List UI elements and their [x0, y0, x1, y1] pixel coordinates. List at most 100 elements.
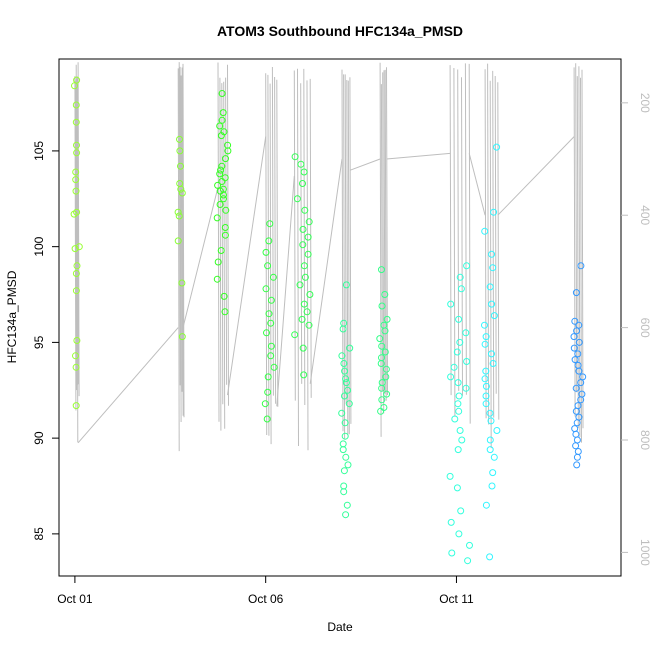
- data-point: [269, 273, 277, 281]
- data-point: [293, 195, 301, 203]
- data-point: [341, 432, 349, 440]
- data-point: [263, 415, 271, 423]
- data-point: [344, 386, 352, 394]
- data-point: [218, 90, 226, 97]
- data-point: [487, 417, 495, 425]
- data-point: [339, 325, 347, 333]
- y2-tick-label: 1000: [638, 539, 650, 566]
- data-point: [222, 206, 230, 214]
- data-point: [454, 379, 462, 387]
- data-point: [72, 352, 79, 360]
- data-point: [462, 384, 470, 392]
- data-point: [488, 350, 495, 358]
- data-point: [346, 344, 354, 352]
- data-point: [217, 166, 225, 174]
- data-point: [481, 375, 489, 383]
- data-point: [486, 553, 494, 561]
- y2-tick-label: 800: [638, 430, 650, 450]
- data-point: [267, 352, 275, 360]
- data-point: [297, 160, 305, 168]
- data-point: [261, 400, 269, 408]
- data-point: [450, 363, 458, 371]
- data-point: [570, 344, 578, 352]
- data-point: [305, 218, 313, 226]
- data-point: [454, 446, 462, 454]
- data-point: [72, 176, 80, 184]
- x-tick-label: Oct 06: [248, 592, 284, 606]
- data-point: [341, 392, 348, 400]
- data-point: [462, 329, 470, 337]
- data-point: [456, 273, 464, 281]
- data-point: [339, 446, 347, 454]
- data-point: [72, 118, 80, 126]
- data-point: [482, 400, 490, 408]
- pressure-profiles: [74, 62, 584, 452]
- data-point: [174, 208, 182, 216]
- data-point: [224, 147, 232, 155]
- data-point: [72, 402, 80, 410]
- data-point: [220, 191, 227, 199]
- data-point: [220, 195, 227, 203]
- data-point: [342, 511, 350, 519]
- data-point: [306, 291, 314, 298]
- data-point: [378, 302, 386, 310]
- data-point: [174, 237, 182, 245]
- data-point: [482, 501, 490, 509]
- data-point: [344, 461, 352, 469]
- data-point: [214, 181, 222, 189]
- data-point: [446, 472, 454, 480]
- data-point: [466, 541, 473, 549]
- x-axis: Oct 01 Oct 06 Oct 11: [57, 576, 474, 606]
- data-point: [456, 427, 464, 434]
- data-point: [381, 348, 389, 356]
- data-point: [482, 392, 490, 400]
- data-point: [303, 308, 311, 316]
- data-point: [486, 409, 494, 417]
- data-point: [299, 344, 307, 352]
- data-point: [488, 300, 496, 308]
- data-point: [383, 315, 391, 323]
- data-point: [176, 135, 183, 143]
- data-point: [304, 233, 312, 241]
- data-point: [340, 467, 348, 475]
- data-point: [481, 340, 489, 348]
- data-point: [175, 212, 183, 220]
- data-point: [218, 162, 226, 170]
- data-point: [176, 147, 184, 155]
- data-point: [305, 321, 313, 329]
- data-point: [573, 327, 581, 335]
- data-point: [264, 262, 272, 270]
- data-point: [300, 371, 308, 379]
- data-point: [343, 501, 351, 509]
- y-tick-label: 90: [32, 431, 46, 445]
- data-point: [72, 287, 80, 295]
- data-point: [341, 367, 349, 375]
- data-point: [488, 250, 496, 258]
- data-point: [70, 210, 78, 218]
- y2-tick-label: 200: [638, 93, 650, 113]
- data-point: [455, 315, 463, 323]
- data-point: [299, 225, 307, 233]
- data-point: [216, 201, 224, 208]
- data-point: [453, 348, 461, 356]
- y2-tick-label: 600: [638, 318, 650, 338]
- data-point: [456, 338, 464, 346]
- data-point: [486, 446, 494, 454]
- data-point: [481, 227, 489, 235]
- data-point: [345, 400, 353, 408]
- data-point: [342, 281, 350, 289]
- data-point: [447, 518, 455, 526]
- data-point: [221, 231, 229, 239]
- data-point: [73, 337, 81, 344]
- data-point: [72, 168, 80, 176]
- data-point: [265, 237, 273, 245]
- data-point: [486, 436, 494, 444]
- data-point: [572, 442, 580, 450]
- data-point: [216, 170, 224, 178]
- y2-tick-label: 400: [638, 205, 650, 225]
- data-point: [300, 168, 308, 176]
- data-point: [266, 220, 274, 228]
- data-point: [178, 333, 186, 341]
- data-point: [463, 262, 471, 270]
- y-tick-label: 95: [32, 335, 46, 349]
